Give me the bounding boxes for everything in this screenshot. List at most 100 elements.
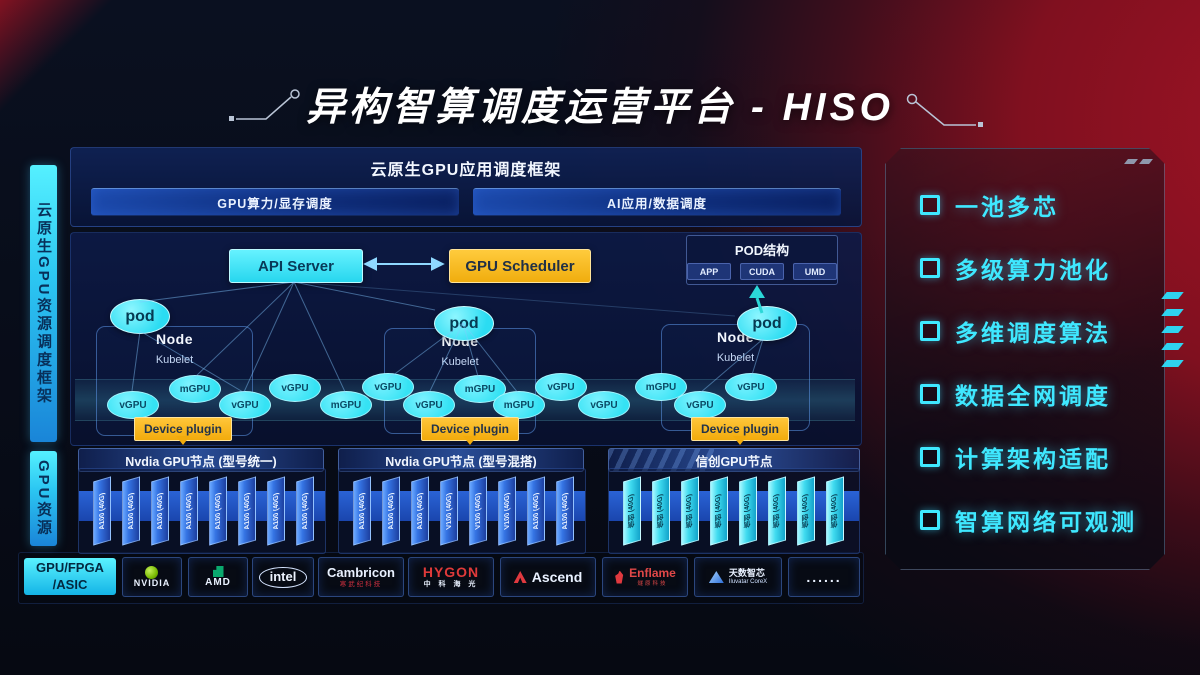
vendor-sub: Iluvatar CoreX	[728, 578, 768, 585]
gpu-oval: vGPU	[578, 391, 630, 419]
vendor-name: 天数智芯	[728, 567, 765, 578]
pod-layer-cuda: CUDA	[740, 263, 784, 280]
gpu-oval: vGPU	[674, 391, 726, 419]
vendor-hygon: HYGON 中 科 海 光	[408, 557, 494, 597]
feature-label: 多维调度算法	[955, 320, 1111, 346]
gpu-node-header-label: Nvdia GPU节点 (型号混搭)	[385, 454, 537, 469]
vendor-sub: 燧原科技	[637, 580, 668, 587]
gpu-card: 信创 (40G)	[826, 476, 844, 546]
sidebar-framework-bar: 云原生GPU资源调度框架	[30, 165, 57, 442]
feature-label: 数据全网调度	[955, 383, 1111, 409]
gpu-card: A100 (40G)	[527, 476, 545, 546]
hardware-label-line2: /ASIC	[52, 576, 88, 592]
gpu-oval: mGPU	[493, 391, 545, 419]
gpu-oval: vGPU	[362, 373, 414, 401]
square-bullet-icon	[920, 447, 940, 467]
sidebar-gpu-resource-label: GPU资源	[35, 459, 52, 538]
gpu-card: A100 (40G)	[411, 476, 429, 546]
ascend-logo-icon	[513, 571, 527, 583]
vendor-intel: intel	[252, 557, 314, 597]
gpu-card: 信创 (40G)	[710, 476, 728, 546]
gpu-oval: vGPU	[725, 373, 777, 401]
gpu-card: V100 (40G)	[498, 476, 516, 546]
vendor-cambricon: Cambricon 寒武纪科技	[318, 557, 404, 597]
vendor-sub: 中 科 海 光	[423, 580, 479, 588]
feature-item: 数据全网调度	[920, 382, 1137, 406]
gpu-card: 信创 (40G)	[652, 476, 670, 546]
gpu-oval: vGPU	[107, 391, 159, 419]
feature-item: 多维调度算法	[920, 319, 1137, 343]
feature-label: 一池多芯	[955, 194, 1059, 220]
vendor-sub: 寒武纪科技	[339, 580, 383, 588]
square-bullet-icon	[920, 258, 940, 278]
vendor-name: HYGON	[422, 564, 480, 581]
feature-item: 一池多芯	[920, 193, 1137, 217]
vendor-name: NVIDIA	[133, 577, 171, 588]
feature-item: 计算架构适配	[920, 445, 1137, 469]
kubelet-label: Kubelet	[155, 354, 194, 366]
gpu-node-header-label: Nvdia GPU节点 (型号统一)	[125, 454, 277, 469]
card-band	[609, 491, 859, 521]
gpu-card: V100 (40G)	[440, 476, 458, 546]
gpu-oval: mGPU	[169, 375, 221, 403]
kubelet-label: Kubelet	[716, 352, 755, 364]
pod-structure-box: POD结构 APP CUDA UMD	[686, 235, 838, 285]
vendor-name: AMD	[205, 577, 231, 588]
iluvatar-logo-icon	[708, 571, 724, 583]
feature-list: 一池多芯 多级算力池化 多维调度算法 数据全网调度 计算架构适配 智算网络可观测	[920, 193, 1137, 571]
pod-ellipse: pod	[110, 299, 170, 334]
hardware-type-box: GPU/FPGA /ASIC	[24, 558, 116, 595]
app-framework-title: 云原生GPU应用调度框架	[370, 162, 562, 179]
module-gpu-compute-scheduling: GPU算力/显存调度	[91, 188, 459, 216]
gpu-card: A100 (40G)	[209, 476, 227, 546]
square-bullet-icon	[920, 384, 940, 404]
vendor-nvidia: NVIDIA	[122, 557, 182, 597]
pod-ellipse: pod	[737, 306, 797, 341]
vendor-name: Ascend	[531, 569, 583, 585]
gpu-scheduler-box: GPU Scheduler	[449, 249, 591, 283]
gpu-card: A100 (40G)	[353, 476, 371, 546]
vendor-more: ......	[788, 557, 860, 597]
feature-item: 智算网络可观测	[920, 508, 1137, 532]
gpu-card: 信创 (40G)	[739, 476, 757, 546]
enflame-logo-icon	[615, 570, 624, 584]
gpu-card-group-3: 信创 (40G) 信创 (40G) 信创 (40G) 信创 (40G) 信创 (…	[608, 468, 860, 554]
vendor-ascend: Ascend	[500, 557, 596, 597]
app-framework-panel: 云原生GPU应用调度框架 GPU算力/显存调度 AI应用/数据调度	[70, 147, 862, 227]
gpu-card: A100 (40G)	[93, 476, 111, 546]
square-bullet-icon	[920, 510, 940, 530]
gpu-card: A100 (40G)	[238, 476, 256, 546]
gpu-card: V100 (40G)	[469, 476, 487, 546]
sidebar-gpu-resource-bar: GPU资源	[30, 451, 57, 546]
gpu-card: 信创 (40G)	[681, 476, 699, 546]
sidebar-framework-label: 云原生GPU资源调度框架	[35, 201, 52, 406]
scheduling-frame: API Server GPU Scheduler POD结构 APP CUDA …	[70, 232, 862, 446]
gpu-card: 信创 (40G)	[623, 476, 641, 546]
module-ai-data-scheduling: AI应用/数据调度	[473, 188, 841, 216]
gpu-card: A100 (40G)	[382, 476, 400, 546]
gpu-oval: vGPU	[269, 374, 321, 402]
gpu-card: A100 (40G)	[296, 476, 314, 546]
vendor-amd: AMD	[188, 557, 248, 597]
pod-layer-app: APP	[687, 263, 731, 280]
page-title: 异构智算调度运营平台 - HISO	[305, 86, 894, 129]
feature-label: 智算网络可观测	[955, 509, 1137, 535]
vendor-iluvatar: 天数智芯 Iluvatar CoreX	[694, 557, 782, 597]
gpu-card: A100 (40G)	[556, 476, 574, 546]
vendor-enflame: Enflame 燧原科技	[602, 557, 688, 597]
intel-logo-icon: intel	[258, 566, 308, 588]
api-server-box: API Server	[229, 249, 363, 283]
pod-ellipse: pod	[434, 306, 494, 341]
feature-label: 计算架构适配	[955, 446, 1111, 472]
device-plugin-box: Device plugin	[134, 417, 232, 441]
feature-item: 多级算力池化	[920, 256, 1137, 280]
vendor-name: Enflame	[629, 566, 676, 581]
kubelet-label: Kubelet	[441, 356, 479, 368]
feature-label: 多级算力池化	[955, 257, 1111, 283]
gpu-card-group-1: A100 (40G) A100 (40G) A100 (40G) A100 (4…	[78, 468, 326, 554]
header-stripes-decoration	[609, 449, 714, 471]
device-plugin-box: Device plugin	[421, 417, 519, 441]
panel-tick-decoration	[1124, 159, 1153, 164]
pod-structure-title: POD结构	[734, 243, 790, 258]
